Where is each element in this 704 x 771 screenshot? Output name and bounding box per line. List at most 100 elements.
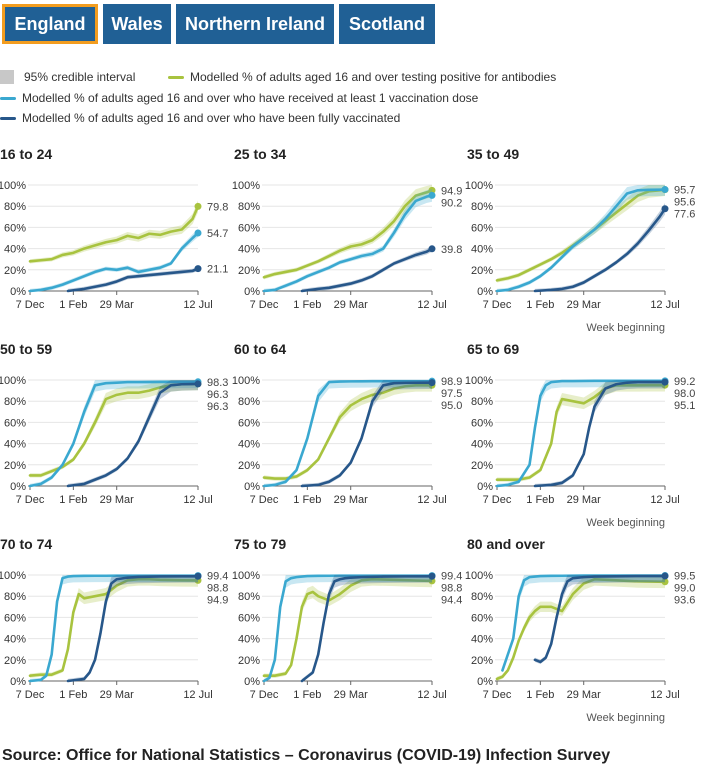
- chart-title: 65 to 69: [467, 341, 519, 357]
- series-end-point-one-dose: [661, 186, 669, 194]
- x-tick-label: 12 Jul: [417, 299, 446, 311]
- y-tick-label: 0%: [477, 676, 493, 688]
- end-value-label: 94.9: [207, 595, 228, 607]
- x-axis-label: Week beginning: [586, 322, 665, 334]
- chart-panel-7: 70 to 74 0% 20% 40% 60% 80% 100% 7 Dec 1 Feb 29 M…: [0, 536, 228, 701]
- x-tick-label: 29 Mar: [334, 689, 369, 701]
- x-tick-label: 29 Mar: [567, 494, 602, 506]
- one-dose-swatch: [0, 96, 16, 100]
- end-value-label: 99.0: [674, 583, 695, 595]
- x-axis-label: Week beginning: [586, 712, 665, 724]
- y-tick-label: 60%: [238, 417, 260, 429]
- end-value-label: 98.8: [207, 583, 228, 595]
- x-tick-label: 7 Dec: [483, 689, 512, 701]
- credible-interval-antibodies: [497, 185, 665, 283]
- legend-item-one-dose: Modelled % of adults aged 16 and over wh…: [0, 91, 478, 105]
- chart-panel-8: 75 to 79 0% 20% 40% 60% 80% 100% 7 Dec 1 Feb 29 M…: [232, 536, 463, 701]
- end-value-label: 97.5: [441, 388, 462, 400]
- tab-northern-ireland[interactable]: Northern Ireland: [176, 4, 334, 44]
- chart-panel-5: 60 to 64 0% 20% 40% 60% 80% 100% 7 Dec 1 Feb 29 M…: [232, 341, 463, 506]
- y-tick-label: 40%: [238, 439, 260, 451]
- y-tick-label: 60%: [471, 222, 493, 234]
- credible-interval-antibodies: [264, 185, 432, 280]
- tab-wales[interactable]: Wales: [103, 4, 171, 44]
- x-tick-label: 12 Jul: [650, 689, 679, 701]
- legend-item-fully: Modelled % of adults aged 16 and over wh…: [0, 111, 400, 125]
- x-tick-label: 12 Jul: [183, 299, 212, 311]
- series-end-point-fully: [428, 572, 436, 580]
- credible-interval-one-dose: [264, 380, 432, 486]
- x-tick-label: 7 Dec: [483, 494, 512, 506]
- end-value-label: 98.0: [674, 388, 695, 400]
- series-line-antibodies: [262, 189, 434, 279]
- y-tick-label: 80%: [471, 396, 493, 408]
- end-value-label: 95.6: [674, 197, 695, 209]
- series-line-fully: [66, 382, 200, 488]
- end-value-label: 96.3: [207, 389, 228, 401]
- legend-antibodies-label: Modelled % of adults aged 16 and over te…: [190, 70, 557, 84]
- chart-panel-6: 65 to 69 0% 20% 40% 60% 80% 100% 7 Dec 1 Feb 29 M…: [465, 341, 696, 529]
- y-tick-label: 40%: [471, 634, 493, 646]
- x-tick-label: 7 Dec: [483, 299, 512, 311]
- x-tick-label: 1 Feb: [526, 494, 554, 506]
- series-end-point-antibodies: [661, 578, 669, 586]
- y-tick-label: 0%: [477, 481, 493, 493]
- x-tick-label: 29 Mar: [100, 494, 135, 506]
- series-end-point-fully: [194, 572, 202, 580]
- tab-england[interactable]: England: [2, 4, 98, 44]
- series-line-fully: [66, 574, 200, 683]
- chart-title: 50 to 59: [0, 341, 52, 357]
- y-tick-label: 60%: [4, 417, 26, 429]
- y-tick-label: 20%: [238, 265, 260, 277]
- y-tick-label: 80%: [4, 396, 26, 408]
- series-line-one-dose: [495, 188, 667, 293]
- chart-title: 70 to 74: [0, 536, 52, 552]
- tab-scotland[interactable]: Scotland: [339, 4, 435, 44]
- y-tick-label: 20%: [471, 655, 493, 667]
- y-tick-label: 0%: [244, 286, 260, 298]
- end-value-label: 98.8: [441, 583, 462, 595]
- series-end-point-one-dose: [194, 229, 202, 237]
- series-line-one-dose: [495, 379, 667, 488]
- series-end-point-fully: [428, 379, 436, 387]
- y-tick-label: 20%: [471, 460, 493, 472]
- y-tick-label: 40%: [471, 244, 493, 256]
- y-tick-label: 60%: [238, 222, 260, 234]
- y-tick-label: 100%: [465, 375, 493, 387]
- x-tick-label: 12 Jul: [417, 494, 446, 506]
- x-tick-label: 29 Mar: [334, 299, 369, 311]
- legend-one-dose-label: Modelled % of adults aged 16 and over wh…: [22, 91, 479, 105]
- y-tick-label: 80%: [4, 591, 26, 603]
- x-tick-label: 1 Feb: [293, 689, 321, 701]
- credible-interval-one-dose: [264, 189, 432, 291]
- y-tick-label: 0%: [477, 286, 493, 298]
- x-tick-label: 7 Dec: [16, 689, 45, 701]
- end-value-label: 99.4: [441, 571, 462, 583]
- series-end-point-antibodies: [194, 202, 202, 210]
- x-tick-label: 12 Jul: [650, 494, 679, 506]
- y-tick-label: 80%: [238, 201, 260, 213]
- y-tick-label: 100%: [232, 570, 260, 582]
- legend-fully-label: Modelled % of adults aged 16 and over wh…: [22, 111, 401, 125]
- series-line-fully: [66, 267, 200, 293]
- y-tick-label: 60%: [238, 612, 260, 624]
- y-tick-label: 40%: [4, 439, 26, 451]
- y-tick-label: 0%: [10, 676, 26, 688]
- credible-interval-antibodies: [30, 575, 198, 678]
- y-tick-label: 100%: [232, 375, 260, 387]
- x-tick-label: 7 Dec: [16, 494, 45, 506]
- series-end-point-fully: [661, 572, 669, 580]
- series-line-one-dose: [28, 380, 200, 488]
- x-tick-label: 1 Feb: [59, 299, 87, 311]
- series-line-one-dose: [262, 194, 434, 293]
- series-line-fully: [300, 381, 434, 488]
- x-tick-label: 1 Feb: [293, 494, 321, 506]
- chart-panel-1: 16 to 24 0% 20% 40% 60% 80% 100% 7 Dec 1 Feb 29 M…: [0, 146, 228, 311]
- series-line-fully: [300, 574, 434, 683]
- y-tick-label: 0%: [244, 676, 260, 688]
- end-value-label: 96.3: [207, 401, 228, 413]
- legend-ci-label: 95% credible interval: [24, 70, 136, 84]
- x-tick-label: 7 Dec: [16, 299, 45, 311]
- series-line-one-dose: [28, 231, 200, 293]
- credible-interval-fully: [534, 575, 665, 665]
